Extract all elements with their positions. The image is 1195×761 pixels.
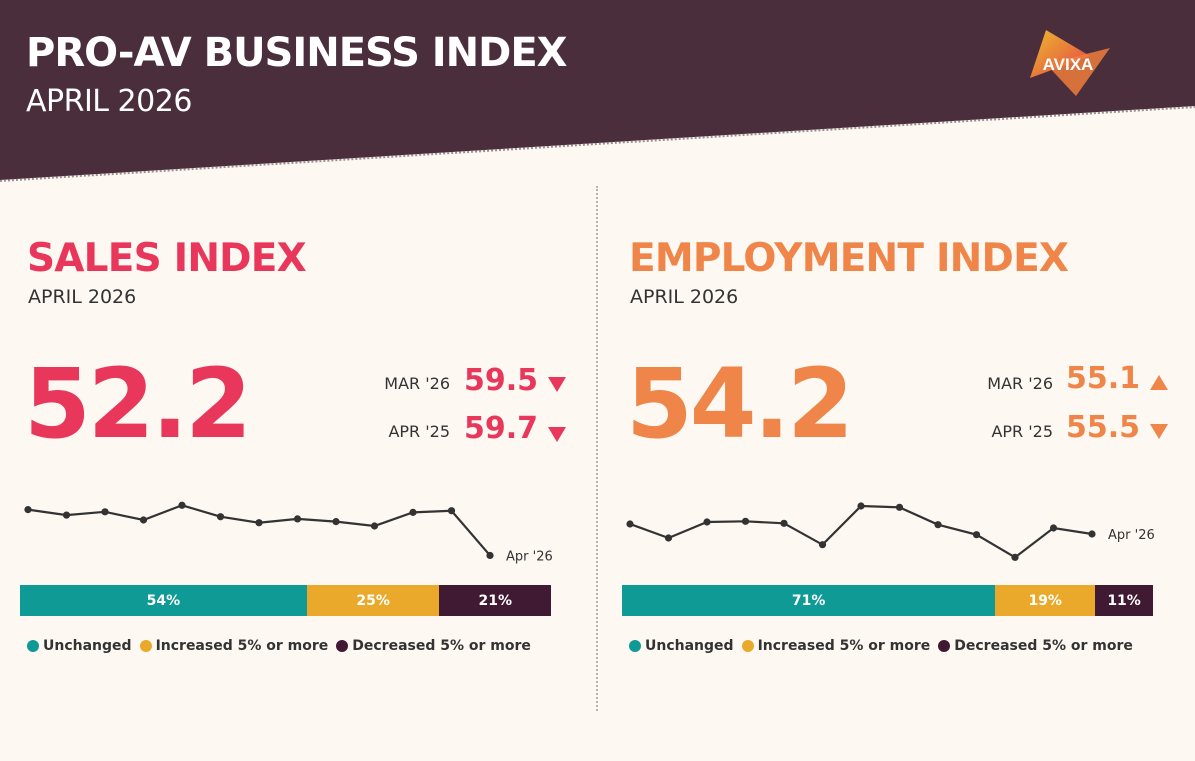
legend-item-unchanged: Unchanged xyxy=(27,638,132,654)
sales-sparkline-point xyxy=(447,507,456,515)
employment-sparkline-line xyxy=(629,504,1093,559)
legend-swatch-increased xyxy=(139,640,152,652)
employment-distribution-bar: 71% 19% 11% xyxy=(622,585,1153,616)
logo-text: AVIXA xyxy=(1043,55,1094,74)
sales-compare-value-2: 59.7 xyxy=(463,411,538,446)
employment-subtitle: APRIL 2026 xyxy=(630,286,739,308)
employment-sparkline: Apr '26 xyxy=(626,502,1155,561)
sales-sparkline-point xyxy=(332,518,340,526)
legend-label-increased: Increased 5% or more xyxy=(155,638,329,654)
legend-swatch-unchanged xyxy=(27,640,39,652)
sales-sparkline-point xyxy=(293,515,302,523)
employment-compare-label-1: MAR '26 xyxy=(987,374,1053,393)
sales-value: 52.2 xyxy=(24,348,252,460)
legend-label-unchanged: Unchanged xyxy=(43,638,132,654)
page-title: PRO-AV BUSINESS INDEX xyxy=(26,30,568,76)
sales-sparkline-point xyxy=(409,508,417,516)
legend-item-unchanged: Unchanged xyxy=(629,638,734,654)
legend-item-decreased: Decreased 5% or more xyxy=(938,638,1133,654)
sales-sparkline-point xyxy=(139,516,148,524)
employment-value: 54.2 xyxy=(626,348,854,460)
employment-sparkline-point xyxy=(895,503,904,511)
employment-compare-label-2: APR '25 xyxy=(991,422,1053,441)
arrow-down-icon xyxy=(1150,424,1168,439)
legend-item-decreased: Decreased 5% or more xyxy=(336,638,531,654)
sales-legend: Unchanged Increased 5% or more Decreased… xyxy=(27,638,539,654)
avixa-logo: AVIXA xyxy=(1030,30,1110,96)
employment-sparkline-point xyxy=(818,541,827,549)
legend-label-decreased: Decreased 5% or more xyxy=(954,638,1133,654)
sales-bar-segment-increased: 25% xyxy=(306,585,440,616)
sales-distribution-bar: 54% 25% 21% xyxy=(20,585,551,616)
sales-compare-label-1: MAR '26 xyxy=(384,374,450,393)
employment-panel: EMPLOYMENT INDEX APRIL 2026 54.2 MAR '26… xyxy=(602,0,1192,761)
sales-sparkline-point xyxy=(370,522,379,530)
sales-compare-value-1: 59.5 xyxy=(463,363,538,398)
sales-sparkline-point xyxy=(178,501,186,509)
legend-item-increased: Increased 5% or more xyxy=(741,638,931,654)
employment-sparkline-point xyxy=(934,521,942,529)
arrow-down-icon xyxy=(548,427,566,442)
arrow-up-icon xyxy=(1150,375,1168,390)
employment-sparkline-point xyxy=(741,517,750,525)
sales-sparkline-line xyxy=(27,504,491,557)
header-banner xyxy=(0,0,1195,182)
employment-sparkline-point xyxy=(1088,530,1096,538)
employment-bar-segment-decreased: 11% xyxy=(1095,585,1153,616)
sales-title: SALES INDEX xyxy=(27,236,307,281)
employment-compare-value-1: 55.1 xyxy=(1065,361,1140,396)
legend-swatch-decreased xyxy=(938,640,951,652)
legend-swatch-decreased xyxy=(336,640,349,652)
sales-sparkline-point xyxy=(486,551,494,560)
legend-label-increased: Increased 5% or more xyxy=(757,638,931,654)
sales-sparkline-point xyxy=(24,506,32,514)
panel-divider xyxy=(596,186,598,711)
legend-label-unchanged: Unchanged xyxy=(645,638,734,654)
employment-sparkline-point xyxy=(626,520,634,528)
sales-subtitle: APRIL 2026 xyxy=(28,286,137,308)
sales-sparkline-point xyxy=(62,511,71,519)
employment-sparkline-point xyxy=(780,519,788,527)
employment-compare-value-2: 55.5 xyxy=(1065,410,1140,445)
sales-bar-segment-unchanged: 54% xyxy=(20,585,307,616)
employment-sparkline-point xyxy=(1049,524,1058,532)
sales-bar-segment-decreased: 21% xyxy=(439,585,551,616)
legend-swatch-unchanged xyxy=(629,640,641,652)
legend-label-decreased: Decreased 5% or more xyxy=(352,638,531,654)
arrow-down-icon xyxy=(548,377,566,392)
sales-sparkline: Apr '26 xyxy=(24,501,553,564)
sales-sparkline-point xyxy=(216,513,225,521)
legend-swatch-increased xyxy=(741,640,754,652)
sales-sparkline-point xyxy=(101,508,109,516)
sales-sparkline-point xyxy=(255,519,263,527)
employment-sparkline-point xyxy=(664,534,673,542)
employment-legend: Unchanged Increased 5% or more Decreased… xyxy=(629,638,1141,654)
sales-sparkline-end-label: Apr '26 xyxy=(506,549,553,564)
employment-bar-segment-unchanged: 71% xyxy=(622,585,996,616)
employment-sparkline-point xyxy=(1011,553,1019,561)
employment-sparkline-point xyxy=(857,502,865,510)
legend-item-increased: Increased 5% or more xyxy=(139,638,329,654)
employment-sparkline-point xyxy=(703,518,711,526)
sales-compare-label-2: APR '25 xyxy=(388,422,450,441)
employment-bar-segment-increased: 19% xyxy=(995,585,1096,616)
employment-title: EMPLOYMENT INDEX xyxy=(629,236,1069,281)
employment-sparkline-end-label: Apr '26 xyxy=(1108,528,1155,543)
employment-sparkline-point xyxy=(972,531,981,539)
sales-panel: SALES INDEX APRIL 2026 52.2 MAR '26 59.5… xyxy=(0,0,590,761)
header-background xyxy=(0,0,1195,180)
page-subtitle: APRIL 2026 xyxy=(26,84,192,119)
